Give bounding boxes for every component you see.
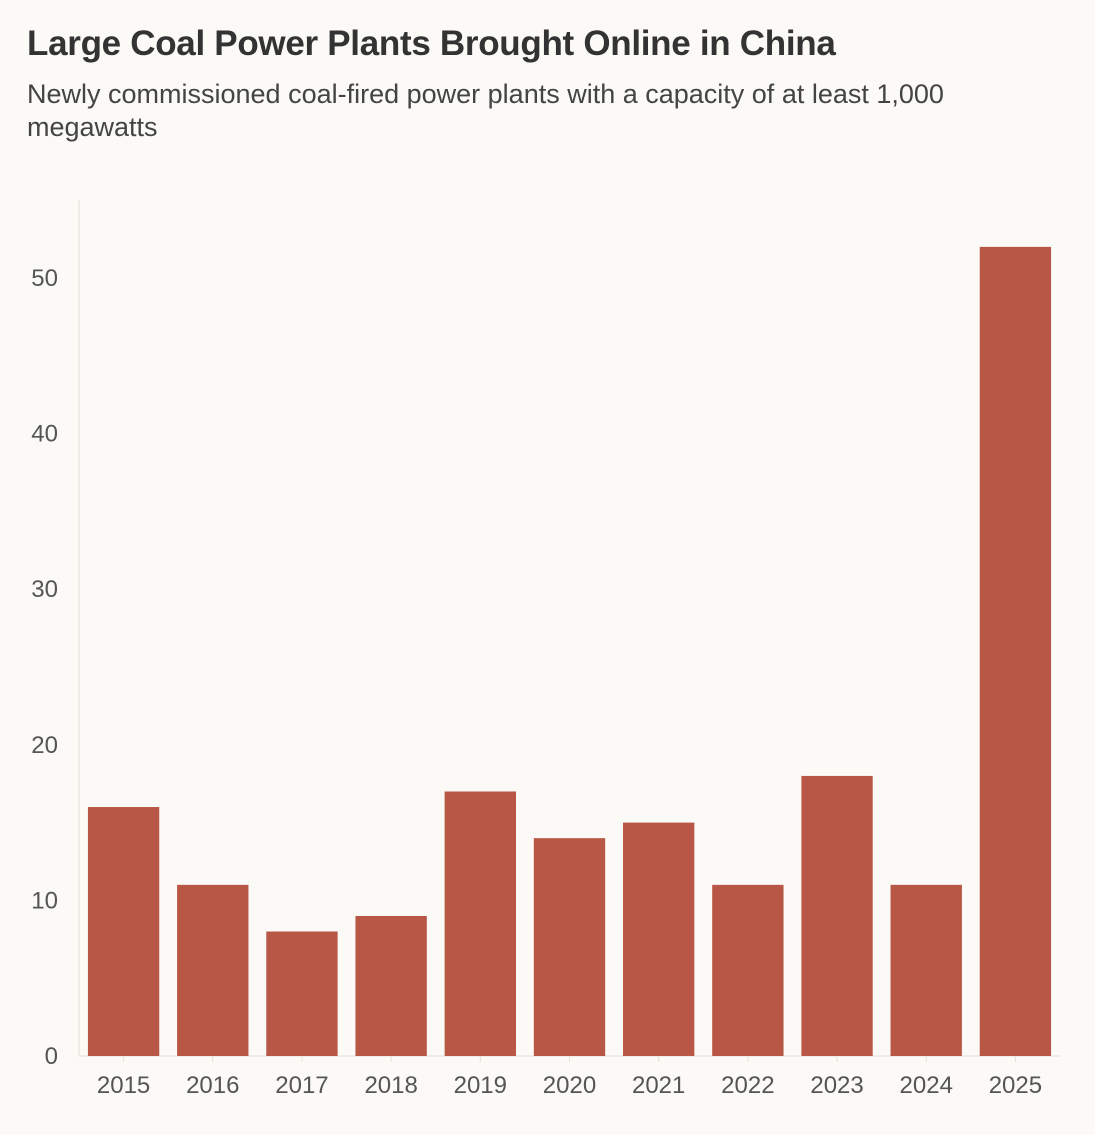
x-tick-label: 2023 [810,1072,863,1099]
bar-2018 [355,915,427,1056]
x-tick-label: 2022 [721,1072,774,1099]
bar-2025 [979,246,1052,1056]
chart-subtitle: Newly commissioned coal-fired power plan… [27,79,944,142]
y-tick-label: 50 [31,265,58,292]
x-tick-label: 2017 [275,1072,328,1099]
bar-2019 [444,791,516,1056]
x-tick-label: 2018 [364,1072,417,1099]
y-tick-label: 0 [45,1043,58,1070]
x-tick-label: 2021 [632,1072,685,1099]
y-tick-label: 10 [31,887,58,914]
bar-2022 [712,884,784,1056]
bar-2024 [890,884,962,1056]
x-tick-label: 2015 [97,1072,150,1099]
bar-2017 [266,931,338,1056]
bar-2015 [87,807,160,1056]
x-tick-label: 2019 [454,1072,507,1099]
bar-2016 [177,884,249,1056]
y-tick-label: 30 [31,576,58,603]
x-tick-label: 2020 [543,1072,596,1099]
y-tick-label: 40 [31,421,58,448]
x-tick-label: 2016 [186,1072,239,1099]
y-tick-label: 20 [31,732,58,759]
bar-2020 [533,838,606,1056]
bar-2021 [623,822,695,1056]
x-tick-label: 2024 [900,1072,953,1099]
chart-title: Large Coal Power Plants Brought Online i… [27,24,836,63]
x-tick-label: 2025 [989,1072,1042,1099]
bar-2023 [801,775,873,1056]
